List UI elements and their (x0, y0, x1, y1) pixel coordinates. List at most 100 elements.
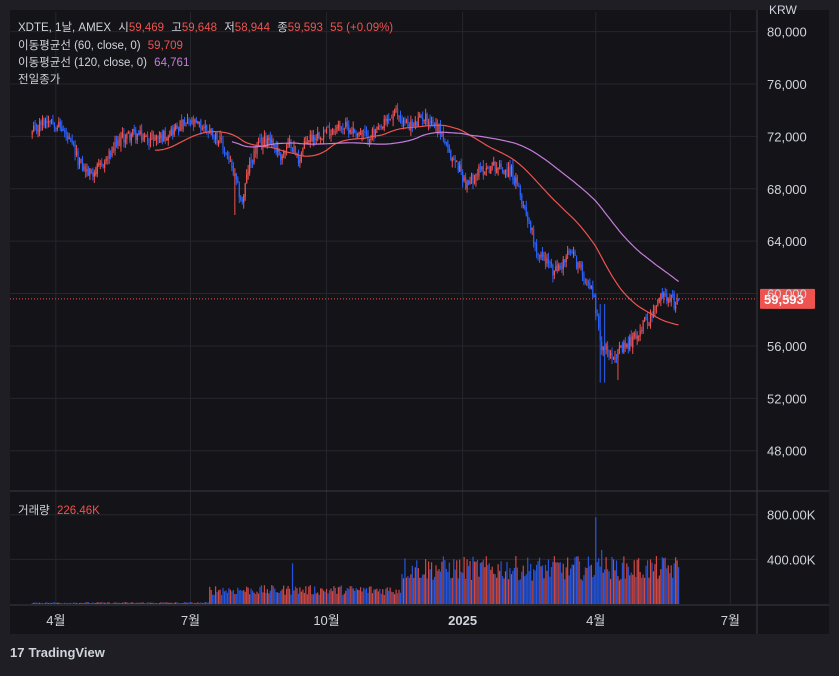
candle-body (226, 151, 229, 159)
legend-volume-value: 226.46K (56, 505, 100, 517)
candle-body (666, 294, 668, 301)
volume-bar (485, 556, 487, 604)
volume-bar (510, 574, 513, 604)
candle-body (243, 195, 245, 203)
candle-body (342, 128, 344, 130)
candle-body (87, 169, 89, 176)
volume-bar (604, 569, 606, 604)
candle-body (109, 152, 112, 157)
volume-bar (188, 602, 190, 604)
volume-bar (506, 561, 508, 604)
volume-bar (493, 573, 495, 604)
candle-body (320, 137, 322, 140)
candle-body (598, 315, 600, 329)
candle-body (50, 120, 53, 122)
candle-body (336, 127, 338, 132)
volume-bar (161, 602, 163, 604)
candle-body (246, 173, 248, 184)
candle-body (231, 159, 233, 168)
candle-body (482, 166, 484, 176)
volume-bar (201, 602, 203, 604)
volume-group (31, 517, 680, 604)
legend-ma120[interactable]: 이동평균선 (120, close, 0) 64,761 (18, 54, 193, 70)
volume-bar (380, 593, 382, 604)
volume-bar (651, 562, 653, 604)
tradingview-logo[interactable]: 17 TradingView (10, 645, 105, 660)
volume-bar (515, 556, 517, 604)
volume-bar (537, 560, 539, 604)
currency-label: KRW (769, 3, 797, 17)
candle-body (331, 130, 334, 132)
volume-bar (648, 577, 650, 604)
volume-bar (31, 603, 33, 604)
candle-body (191, 120, 193, 123)
volume-bar (148, 602, 150, 604)
volume-bar (149, 602, 152, 604)
candle-body (62, 129, 64, 131)
candle-body (620, 345, 622, 347)
legend-prev-close[interactable]: 전일종가 (18, 71, 64, 87)
volume-bar (621, 562, 623, 604)
legend-ma60[interactable]: 이동평균선 (60, close, 0) 59,709 (18, 37, 187, 53)
volume-bar (555, 562, 557, 604)
candle-body (141, 129, 143, 141)
volume-bar (46, 602, 48, 604)
candle-body (337, 124, 339, 129)
candle-body (546, 258, 548, 264)
volume-bar (43, 603, 45, 604)
candle-body (247, 171, 249, 174)
volume-bar (473, 561, 476, 604)
candle-body (203, 127, 205, 129)
volume-bar (324, 591, 326, 604)
candle-body (99, 163, 101, 165)
volume-bar (145, 603, 147, 604)
volume-bar (395, 589, 397, 604)
candle-body (396, 108, 399, 116)
volume-bar (183, 602, 186, 604)
legend-volume[interactable]: 거래량 226.46K (18, 502, 104, 518)
volume-bar (413, 577, 415, 604)
volume-bar (293, 590, 295, 604)
volume-bar (136, 602, 138, 604)
volume-bar (433, 576, 436, 604)
candle-body (241, 199, 243, 202)
candle-body (510, 167, 513, 176)
volume-bar (383, 594, 385, 604)
volume-bar (391, 591, 393, 604)
candle-body (561, 267, 563, 269)
candle-body (121, 133, 124, 138)
volume-bar (444, 560, 446, 604)
candle-body (311, 134, 313, 142)
volume-bar (297, 593, 300, 604)
volume-bar (398, 589, 400, 604)
candle-body (602, 346, 604, 351)
candle-body (636, 336, 638, 340)
volume-bar (89, 603, 91, 604)
volume-bar (70, 602, 72, 604)
volume-bar (675, 557, 677, 604)
volume-bar (460, 571, 462, 604)
volume-bar (614, 570, 616, 604)
candle-body (513, 177, 516, 185)
candle-body (34, 125, 36, 127)
volume-bar (673, 563, 675, 604)
candle-body (200, 120, 202, 129)
volume-bar (570, 568, 572, 604)
candle-body (652, 310, 655, 317)
candle-body (55, 128, 57, 130)
volume-bar (65, 603, 67, 604)
candle-body (192, 118, 195, 126)
volume-bar (318, 594, 320, 604)
candle-body (574, 251, 576, 257)
candle-body (555, 266, 557, 272)
volume-bar (667, 565, 669, 604)
candle-body (272, 140, 274, 146)
volume-bar (405, 577, 408, 604)
candle-body (146, 134, 149, 144)
volume-bar (333, 586, 335, 604)
volume-bar (127, 603, 129, 604)
volume-bar (33, 602, 35, 604)
volume-bar (629, 575, 631, 604)
